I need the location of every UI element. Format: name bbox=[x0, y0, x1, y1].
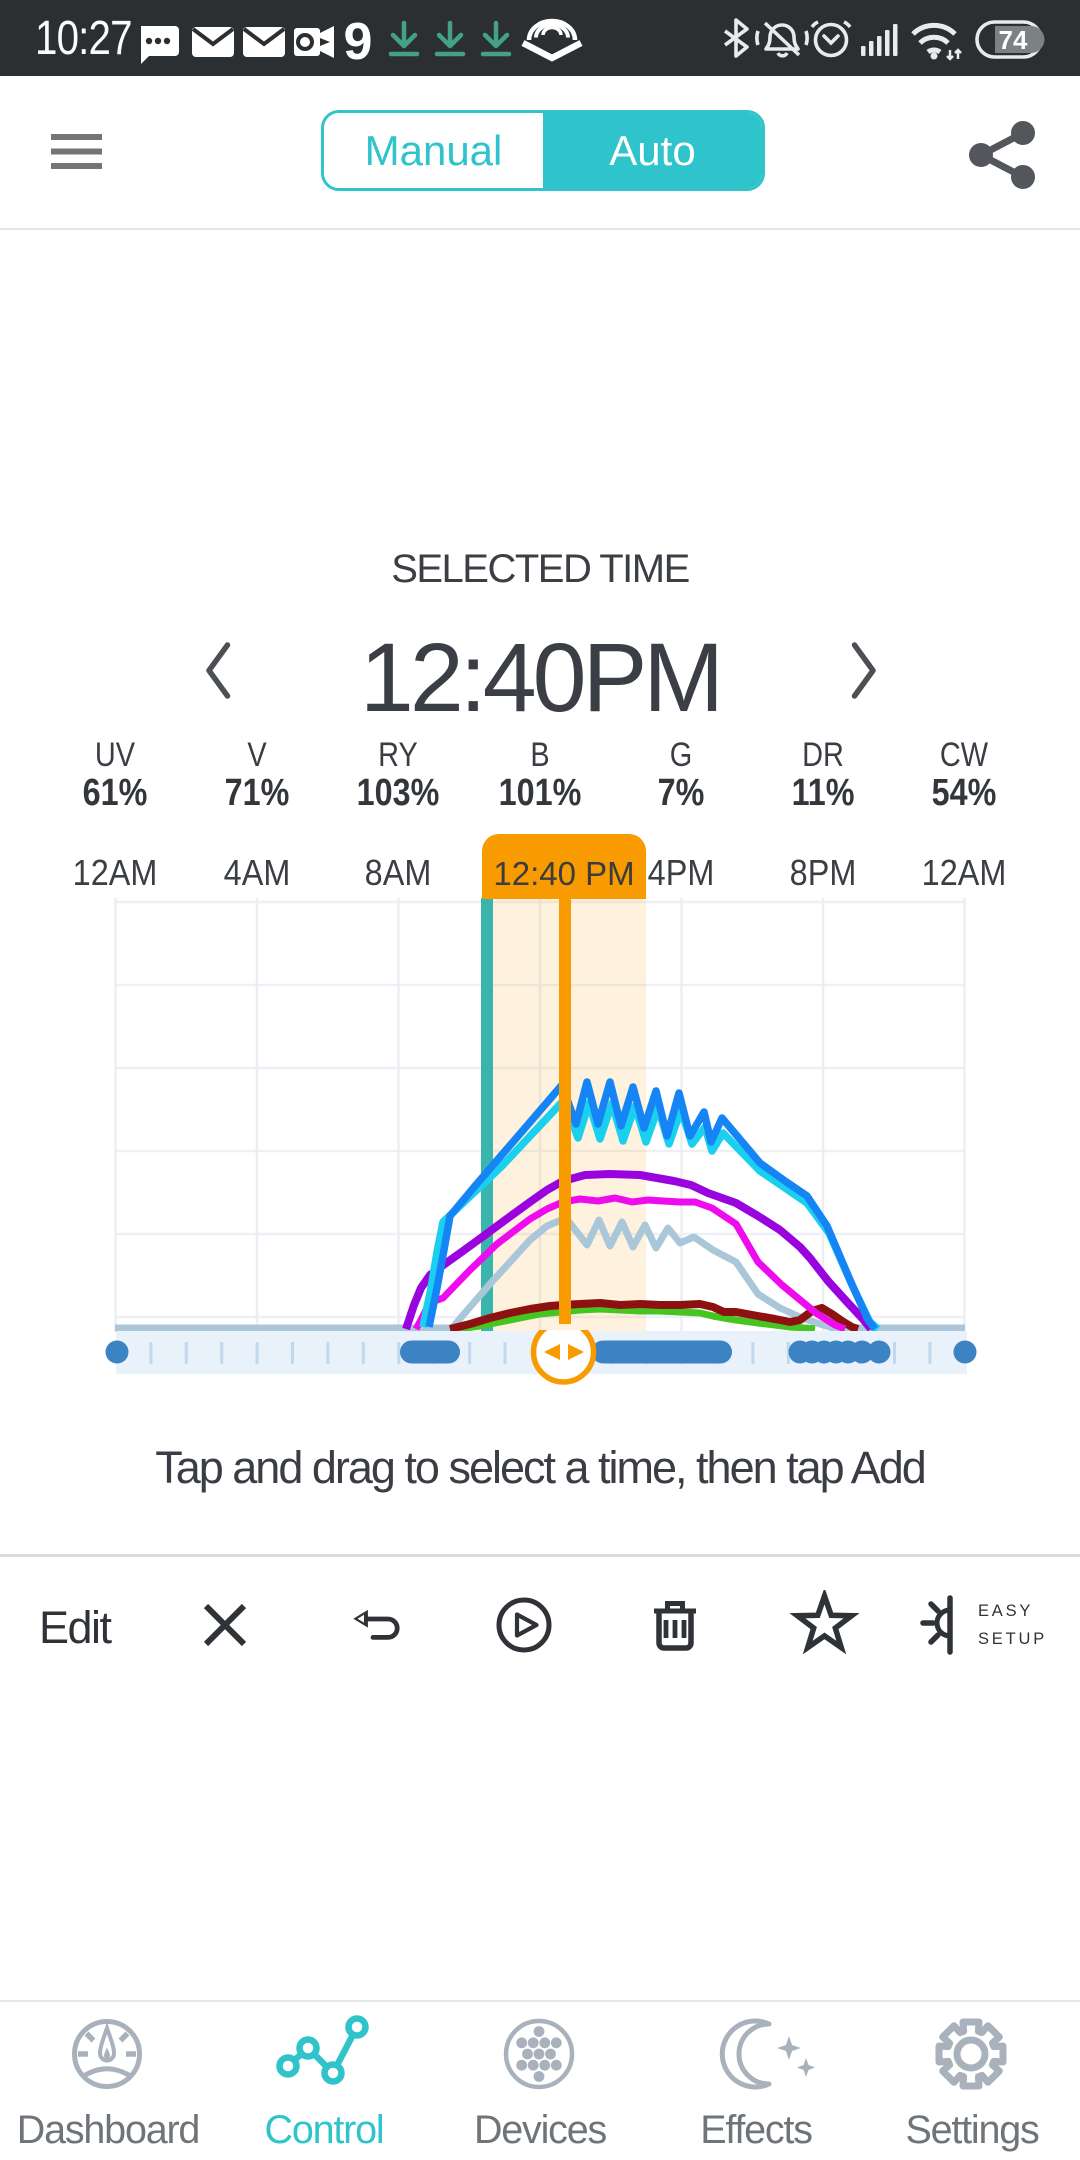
svg-text:9: 9 bbox=[344, 13, 373, 71]
svg-text:74: 74 bbox=[999, 25, 1028, 55]
